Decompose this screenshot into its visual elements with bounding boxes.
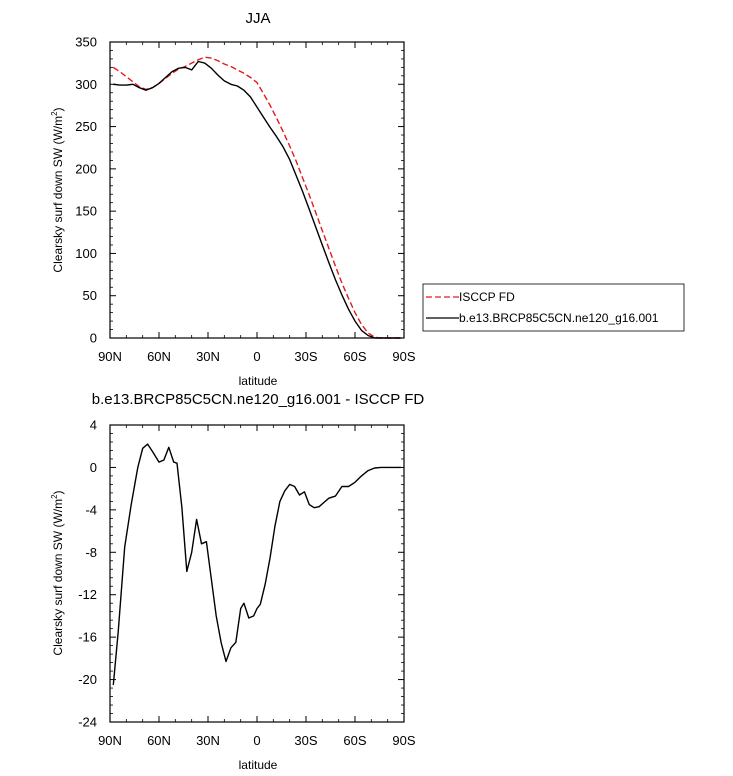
legend-label-model: b.e13.BRCP85C5CN.ne120_g16.001: [459, 311, 659, 325]
top-y-tick-labels: 0 50 100 150 200 250 300 350: [75, 35, 97, 346]
bottom-series-group: [112, 443, 401, 685]
bottom-y-axis-label-sup: 2: [50, 494, 59, 499]
bottom-axis-ticks: [109, 424, 405, 723]
top-axis-ticks: [109, 41, 405, 339]
top-series-group: [112, 56, 401, 339]
y-tick-label: 350: [75, 35, 97, 50]
x-tick-label: 60S: [343, 349, 366, 364]
x-tick-label: 90S: [392, 349, 415, 364]
series-line-0: [112, 56, 401, 339]
y-tick-label: -16: [78, 630, 97, 645]
legend-box: [422, 283, 685, 332]
bottom-y-axis-label-main: Clearsky surf down SW (W/m: [51, 499, 65, 656]
bottom-y-axis-label-close: ): [51, 490, 65, 494]
top-x-tick-labels: 90N 60N 30N 0 30S 60S 90S: [98, 349, 416, 364]
x-tick-label: 30N: [196, 733, 220, 748]
x-tick-label: 90N: [98, 349, 122, 364]
x-tick-label: 30S: [294, 733, 317, 748]
bottom-chart-title: b.e13.BRCP85C5CN.ne120_g16.001 - ISCCP F…: [92, 391, 425, 408]
y-tick-label: -8: [85, 545, 97, 560]
bottom-x-axis-label: latitude: [239, 758, 278, 772]
top-chart-title: JJA: [245, 10, 270, 27]
y-tick-label: -20: [78, 672, 97, 687]
x-tick-label: 60S: [343, 733, 366, 748]
x-tick-label: 30N: [196, 349, 220, 364]
y-tick-label: 0: [90, 460, 97, 475]
x-tick-label: 90N: [98, 733, 122, 748]
legend: ISCCP FD b.e13.BRCP85C5CN.ne120_g16.001: [422, 283, 685, 332]
bottom-x-tick-labels: 90N 60N 30N 0 30S 60S 90S: [98, 733, 416, 748]
y-tick-label: 0: [90, 331, 97, 346]
top-y-axis-label-main: Clearsky surf down SW (W/m: [51, 116, 65, 273]
bottom-plot-frame: [109, 424, 405, 723]
top-y-axis-label-close: ): [51, 107, 65, 111]
top-x-axis-label: latitude: [239, 374, 278, 388]
y-tick-label: -24: [78, 715, 97, 730]
x-tick-label: 0: [253, 349, 260, 364]
y-tick-label: 100: [75, 246, 97, 261]
y-tick-label: 150: [75, 204, 97, 219]
y-tick-label: 250: [75, 119, 97, 134]
x-tick-label: 0: [253, 733, 260, 748]
x-tick-label: 60N: [147, 733, 171, 748]
series-line-1: [113, 60, 401, 339]
series-line-0: [112, 443, 401, 685]
y-tick-label: -12: [78, 587, 97, 602]
x-tick-label: 30S: [294, 349, 317, 364]
bottom-y-axis-label: Clearsky surf down SW (W/m2): [50, 490, 65, 655]
bottom-y-tick-labels: 4 0 -4 -8 -12 -16 -20 -24: [78, 418, 97, 730]
y-tick-label: 200: [75, 161, 97, 176]
x-tick-label: 90S: [392, 733, 415, 748]
y-tick-label: 300: [75, 77, 97, 92]
x-tick-label: 60N: [147, 349, 171, 364]
y-tick-label: 50: [83, 288, 97, 303]
top-y-axis-label-sup: 2: [50, 111, 59, 116]
legend-label-isccp: ISCCP FD: [459, 290, 515, 304]
y-tick-label: 4: [90, 418, 97, 433]
difference-panel: b.e13.BRCP85C5CN.ne120_g16.001 - ISCCP F…: [50, 391, 424, 772]
top-y-axis-label: Clearsky surf down SW (W/m2): [50, 107, 65, 272]
zonal-mean-panel: JJA 90N 60N 30N 0 30S 60S 90S 0 50 100 150 200 250 3…: [50, 10, 685, 388]
y-tick-label: -4: [85, 502, 97, 517]
